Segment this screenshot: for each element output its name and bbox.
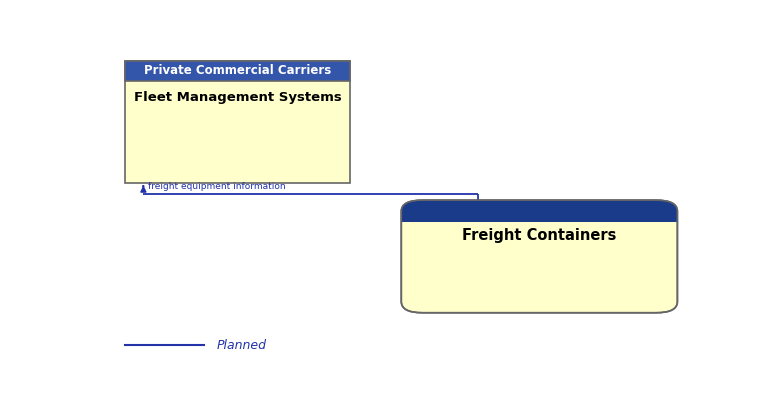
FancyBboxPatch shape xyxy=(402,200,677,313)
FancyBboxPatch shape xyxy=(402,200,677,222)
Bar xyxy=(125,61,350,81)
Bar xyxy=(125,61,350,183)
Text: freight equipment information: freight equipment information xyxy=(148,182,286,191)
Text: Fleet Management Systems: Fleet Management Systems xyxy=(134,91,341,103)
Bar xyxy=(402,210,677,222)
Text: Freight Containers: Freight Containers xyxy=(462,229,616,243)
Text: Planned: Planned xyxy=(216,339,266,351)
Text: Private Commercial Carriers: Private Commercial Carriers xyxy=(144,64,331,77)
